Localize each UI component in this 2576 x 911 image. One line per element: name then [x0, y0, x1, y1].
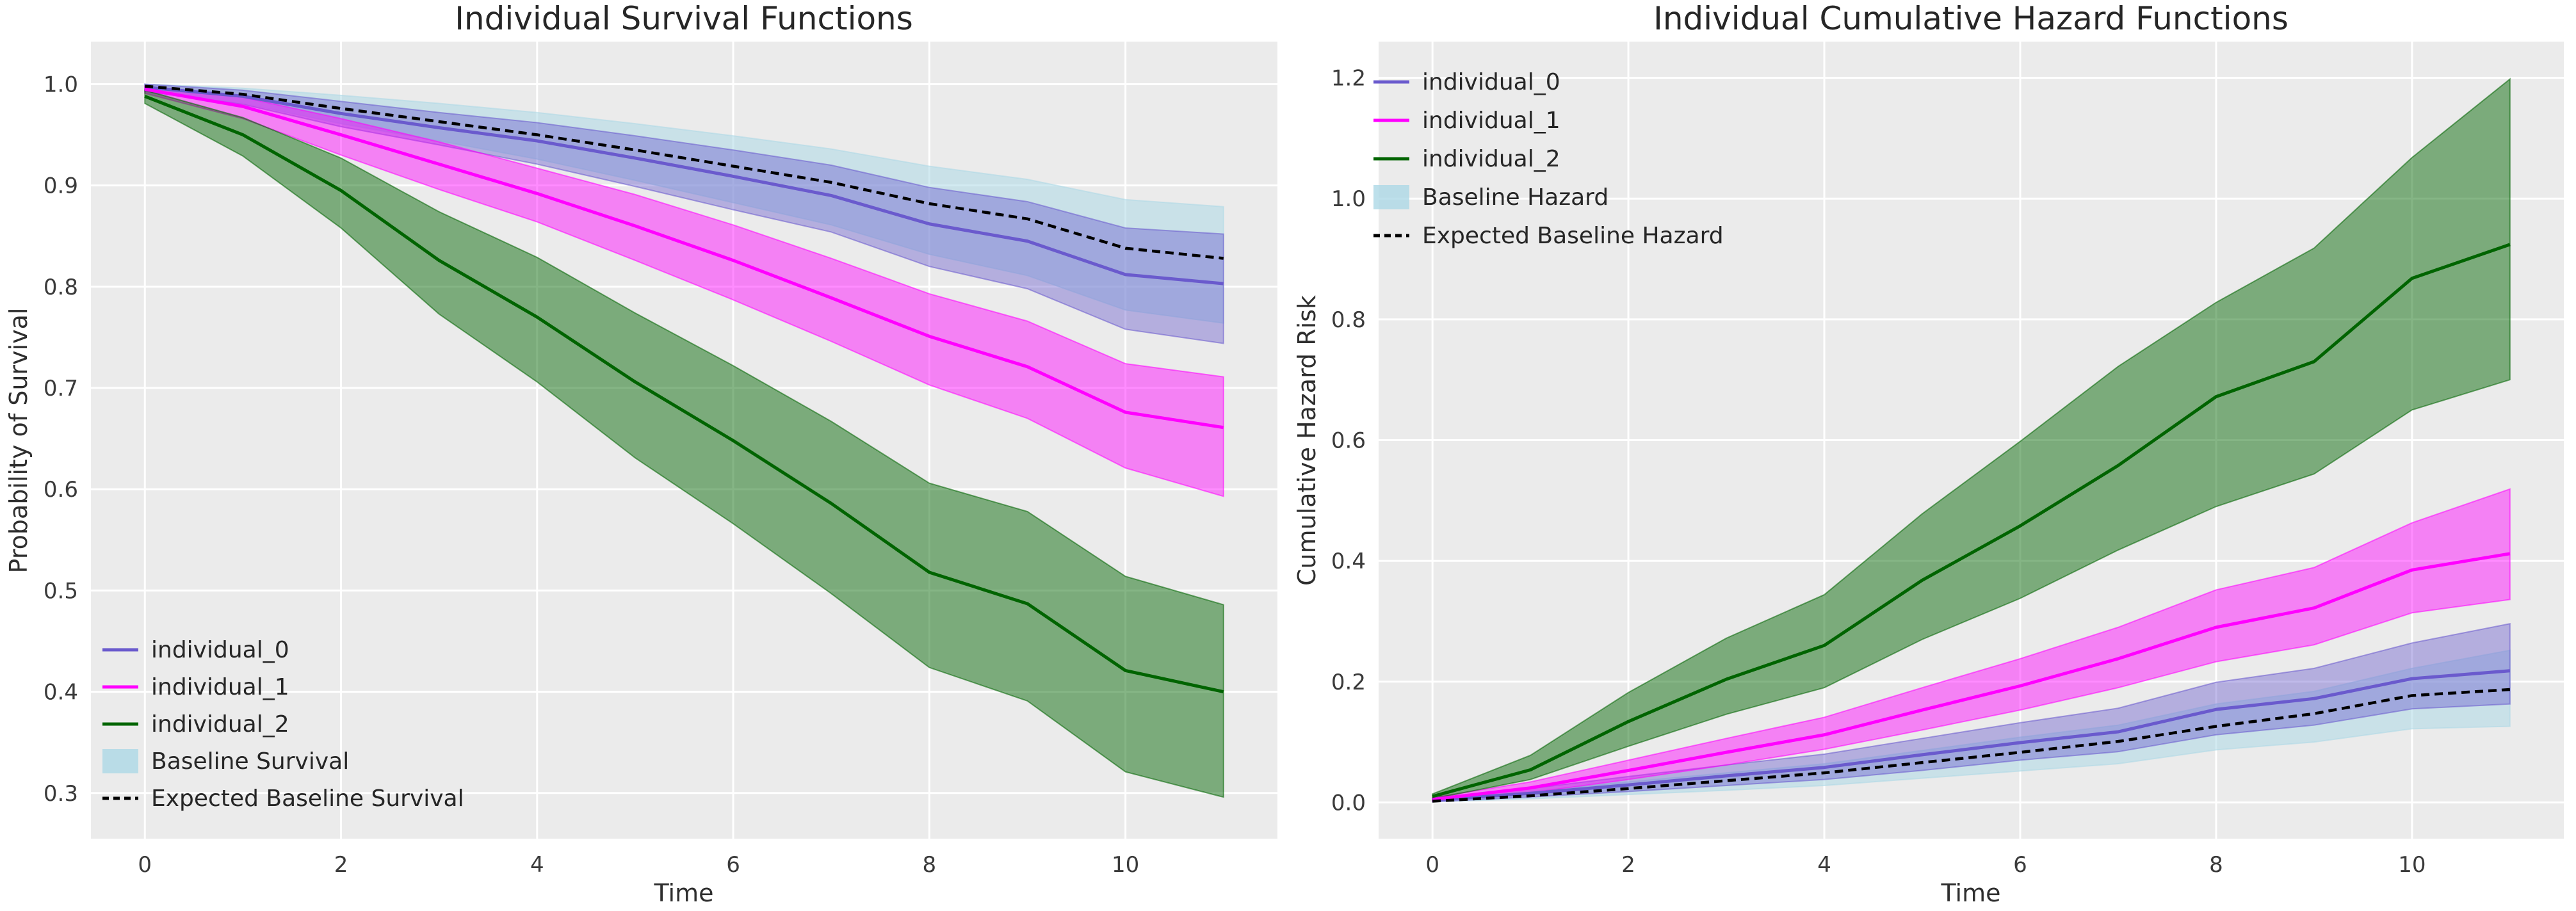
chart-title: Individual Survival Functions	[455, 0, 913, 37]
individual-2-band	[1432, 77, 2511, 800]
x-tick-label: 10	[1112, 852, 1139, 878]
plot-area: 1.0 0.9 0.8 0.7 0.6 0.5 0.4 0.3 0 2 4 6 8 10 individua…	[44, 42, 1277, 878]
series-line-individual-1	[144, 87, 1224, 430]
series-line-individual-0	[1432, 669, 2511, 802]
survival-chart-panel: 1.0 0.9 0.8 0.7 0.6 0.5 0.4 0.3 0 2 4 6 8 10 individua…	[4, 0, 1277, 907]
y-tick-label: 0.2	[1331, 670, 1366, 695]
x-tick-label: 4	[1817, 852, 1831, 878]
legend-label: individual_1	[151, 674, 289, 700]
legend-label: Baseline Hazard	[1422, 184, 1608, 211]
chart-title: Individual Cumulative Hazard Functions	[1653, 0, 2288, 37]
x-tick-label: 8	[923, 852, 937, 878]
x-axis-label: Time	[654, 879, 714, 907]
individual-1-band	[1432, 488, 2511, 802]
y-tick-label: 1.0	[44, 72, 78, 97]
y-tick-label: 0.4	[44, 680, 78, 705]
y-tick-label: 0.8	[1331, 307, 1366, 333]
legend-label: individual_2	[151, 711, 289, 738]
y-tick-label: 0.5	[44, 578, 78, 604]
series-line-expected-baseline-survival	[145, 85, 1224, 260]
y-tick-label: 0.6	[1331, 428, 1366, 454]
individual-2-band	[144, 89, 1224, 798]
legend-label: Expected Baseline Survival	[151, 786, 464, 812]
legend-label: Expected Baseline Hazard	[1422, 223, 1724, 249]
series-line-individual-1	[1432, 552, 2511, 802]
y-tick-label: 0.3	[44, 781, 78, 807]
x-tick-label: 10	[2398, 852, 2426, 878]
y-tick-label: 1.0	[1331, 186, 1366, 212]
series-line-individual-2	[1432, 243, 2511, 798]
x-tick-label: 6	[2013, 852, 2027, 878]
x-tick-label: 4	[530, 852, 544, 878]
baseline-hazard-band	[1432, 649, 2511, 803]
x-tick-label: 0	[138, 852, 152, 878]
y-tick-label: 0.8	[44, 275, 78, 300]
individual-0-band	[144, 83, 1224, 344]
x-tick-label: 0	[1425, 852, 1439, 878]
y-tick-label: 0.9	[44, 173, 78, 199]
y-tick-label: 1.2	[1331, 66, 1366, 92]
y-axis-label: Probability of Survival	[4, 308, 33, 574]
plot-area: 1.2 1.0 0.8 0.6 0.4 0.2 0.0 0 2 4 6 8 10 individual_0…	[1331, 42, 2564, 878]
legend-label: individual_2	[1422, 146, 1560, 172]
hazard-chart: 1.2 1.0 0.8 0.6 0.4 0.2 0.0 0 2 4 6 8 10 individual_0…	[1293, 0, 2564, 907]
series-line-individual-0	[144, 85, 1224, 286]
x-axis-label: Time	[1941, 879, 2001, 907]
y-tick-label: 0.0	[1331, 790, 1366, 816]
x-tick-label: 2	[1621, 852, 1635, 878]
y-tick-label: 0.7	[44, 376, 78, 401]
legend-label: individual_0	[1422, 69, 1560, 95]
individual-0-band	[1432, 623, 2511, 803]
legend-swatch-patch	[102, 749, 138, 773]
series-line-individual-2	[144, 95, 1224, 694]
legend-label: individual_1	[1422, 108, 1560, 134]
legend-label: individual_0	[151, 637, 289, 663]
hazard-chart-panel: 1.2 1.0 0.8 0.6 0.4 0.2 0.0 0 2 4 6 8 10 individual_0…	[1288, 0, 2576, 911]
series-line-expected-baseline-hazard	[1432, 688, 2511, 803]
survival-chart: 1.0 0.9 0.8 0.7 0.6 0.5 0.4 0.3 0 2 4 6 8 10 individua…	[4, 0, 1277, 907]
x-tick-label: 6	[726, 852, 740, 878]
y-axis-label: Cumulative Hazard Risk	[1293, 295, 1321, 586]
legend-swatch-patch	[1373, 185, 1409, 209]
x-tick-label: 8	[2209, 852, 2223, 878]
legend-label: Baseline Survival	[151, 748, 349, 775]
y-tick-label: 0.4	[1331, 549, 1366, 574]
y-tick-label: 0.6	[44, 477, 78, 503]
individual-1-band	[144, 85, 1224, 497]
x-tick-label: 2	[334, 852, 348, 878]
